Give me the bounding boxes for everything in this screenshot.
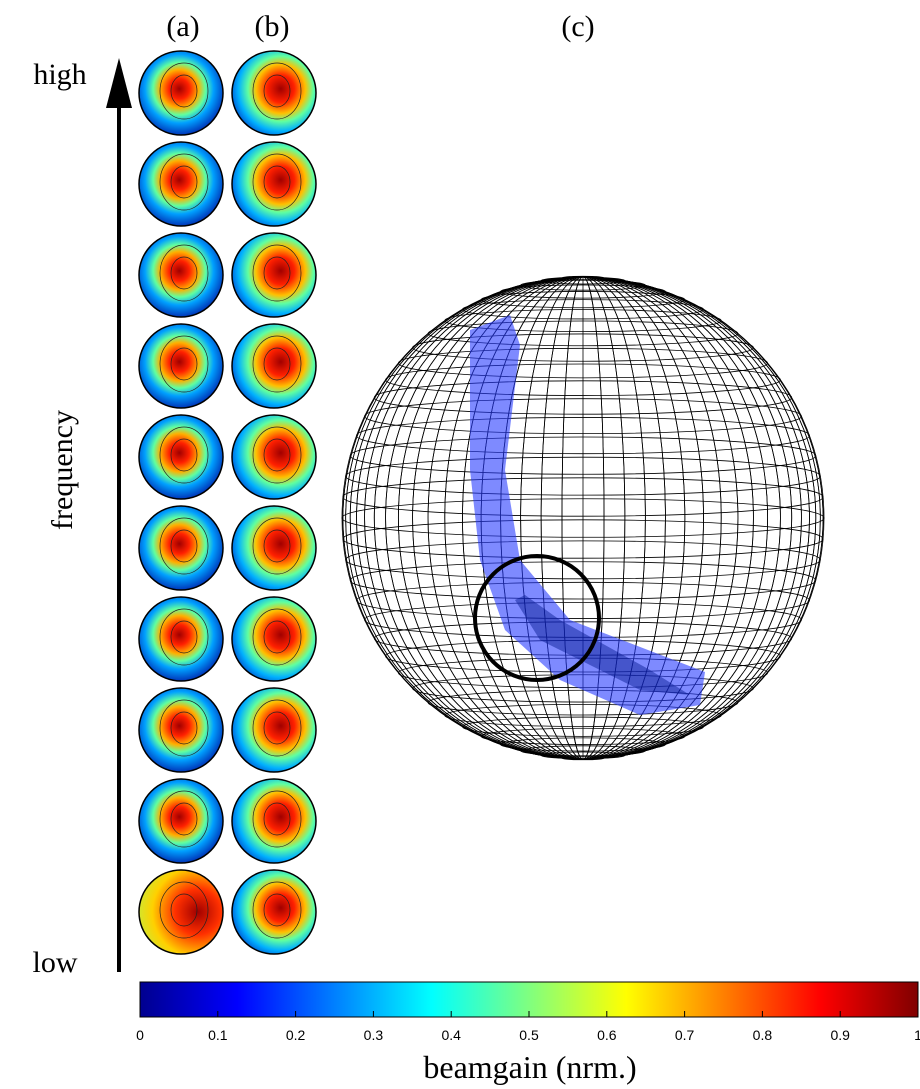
arrow-head — [106, 58, 132, 108]
beam-pattern — [139, 142, 223, 226]
beam-pattern — [139, 506, 223, 590]
beam-pattern — [232, 597, 316, 681]
beam-pattern — [232, 779, 316, 863]
figure: (a) (b) (c) high low frequency 0 0.1 0.2 0.… — [0, 0, 920, 1089]
panel-label: (a) — [166, 10, 199, 43]
tick-label: 0.1 — [208, 1027, 228, 1043]
tick-label: 0.4 — [441, 1027, 461, 1043]
tick-label: 0.9 — [830, 1027, 850, 1043]
colorbar-label: beamgain (nrm.) — [423, 1049, 636, 1085]
tick-label: 0.2 — [286, 1027, 306, 1043]
beam-pattern — [139, 233, 223, 317]
low-label: low — [33, 946, 78, 979]
tick-label: 0.7 — [675, 1027, 695, 1043]
beam-pattern — [139, 870, 223, 954]
beam-pattern — [139, 779, 223, 863]
beam-pattern — [232, 415, 316, 499]
axis-label: frequency — [46, 410, 79, 530]
beam-patterns — [139, 51, 316, 954]
beam-pattern — [232, 324, 316, 408]
high-label: high — [33, 58, 86, 91]
panel-label: (c) — [561, 10, 594, 43]
wireframe-sphere — [342, 276, 824, 760]
beam-pattern — [232, 506, 316, 590]
beam-pattern — [232, 51, 316, 135]
beam-pattern — [139, 415, 223, 499]
tick-label: 0 — [136, 1027, 144, 1043]
beam-pattern — [139, 597, 223, 681]
tick-label: 0.8 — [753, 1027, 773, 1043]
panel-label: (b) — [255, 10, 290, 43]
tick-label: 1 — [914, 1027, 920, 1043]
tick-label: 0.6 — [597, 1027, 617, 1043]
beam-pattern — [232, 233, 316, 317]
beam-pattern — [232, 870, 316, 954]
beam-pattern — [232, 142, 316, 226]
beam-pattern — [139, 51, 223, 135]
beam-pattern — [139, 688, 223, 772]
beam-pattern — [232, 688, 316, 772]
beam-pattern — [139, 324, 223, 408]
tick-label: 0.3 — [364, 1027, 384, 1043]
tick-label: 0.5 — [519, 1027, 539, 1043]
